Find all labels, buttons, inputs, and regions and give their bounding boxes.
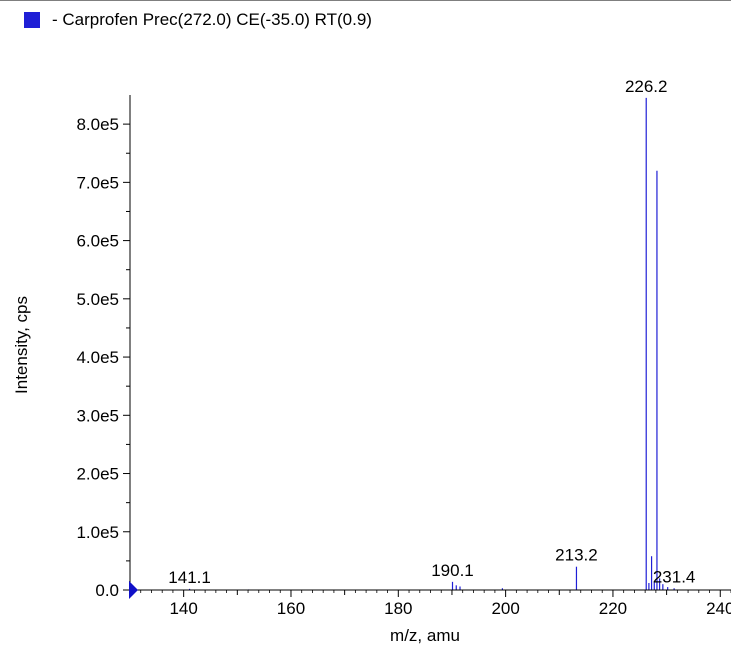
peak-label: 141.1	[168, 568, 211, 587]
x-tick-label: 160	[277, 599, 305, 618]
axes-layer: 0.0 1.0e5 2.0e5 3.0e5 4.0e5 5.0e5 6.0e5 7.0e5 8.…	[76, 95, 731, 618]
y-tick-label: 1.0e5	[76, 523, 119, 542]
y-tick-label: 2.0e5	[76, 465, 119, 484]
peak-label: 226.2	[625, 77, 668, 96]
y-tick-label: 6.0e5	[76, 232, 119, 251]
x-tick-label: 180	[384, 599, 412, 618]
y-tick-label: 4.0e5	[76, 348, 119, 367]
peak-label: 231.4	[653, 567, 696, 586]
y-tick-label: 0.0	[95, 581, 119, 600]
x-tick-label: 220	[599, 599, 627, 618]
x-tick-label: 200	[491, 599, 519, 618]
x-axis-title: m/z, amu	[390, 626, 460, 645]
x-tick-label: 240	[706, 599, 731, 618]
y-tick-label: 7.0e5	[76, 173, 119, 192]
peak-label: 213.2	[555, 546, 598, 565]
peak-labels-layer: 141.1 190.1 213.2 226.2 231.4	[168, 77, 695, 587]
peaks-layer	[188, 97, 675, 590]
peak-label: 190.1	[431, 561, 474, 580]
legend: - Carprofen Prec(272.0) CE(-35.0) RT(0.9…	[24, 8, 372, 32]
y-tick-label: 3.0e5	[76, 406, 119, 425]
x-tick-label: 140	[169, 599, 197, 618]
top-border-line	[0, 0, 731, 1]
legend-swatch	[24, 12, 40, 28]
legend-label: - Carprofen Prec(272.0) CE(-35.0) RT(0.9…	[52, 10, 372, 29]
y-axis-title: Intensity, cps	[12, 296, 31, 394]
axis-marker-icon	[129, 581, 138, 599]
y-tick-label: 5.0e5	[76, 290, 119, 309]
y-tick-label: 8.0e5	[76, 115, 119, 134]
